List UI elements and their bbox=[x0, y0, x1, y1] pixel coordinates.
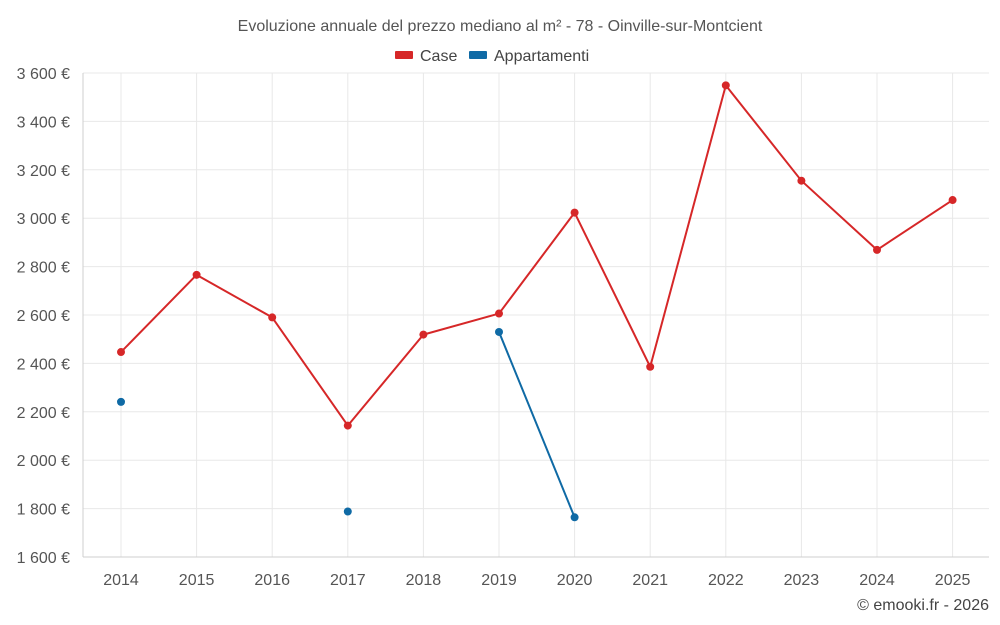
x-tick-label: 2016 bbox=[254, 572, 290, 589]
data-point-appartamenti-2014[interactable] bbox=[117, 397, 125, 406]
x-tick-label: 2019 bbox=[481, 572, 517, 589]
y-tick-label: 1 800 € bbox=[17, 502, 70, 519]
x-tick-label: 2014 bbox=[103, 572, 139, 589]
series-line-segment bbox=[498, 330, 576, 519]
data-point-case-2025[interactable] bbox=[948, 196, 957, 205]
series-appartamenti bbox=[117, 327, 579, 522]
data-point-case-2018[interactable] bbox=[419, 330, 428, 339]
y-tick-label: 2 000 € bbox=[17, 453, 70, 470]
series-case bbox=[117, 81, 957, 430]
y-tick-label: 2 200 € bbox=[17, 405, 70, 422]
data-point-appartamenti-2020[interactable] bbox=[570, 513, 579, 522]
chart-title: Evoluzione annuale del prezzo mediano al… bbox=[238, 18, 763, 35]
y-tick-label: 3 000 € bbox=[17, 211, 70, 228]
x-tick-label: 2020 bbox=[557, 572, 593, 589]
series bbox=[117, 81, 957, 522]
legend-item-case[interactable]: Case bbox=[395, 48, 457, 65]
legend: Case Appartamenti bbox=[395, 48, 589, 65]
y-tick-label: 1 600 € bbox=[17, 550, 70, 567]
x-tick-label: 2015 bbox=[179, 572, 215, 589]
series-line-segment bbox=[498, 211, 576, 315]
legend-swatch-appartamenti bbox=[469, 51, 487, 59]
data-point-case-2021[interactable] bbox=[646, 362, 655, 371]
data-point-case-2024[interactable] bbox=[873, 245, 881, 254]
x-tick-label: 2025 bbox=[935, 572, 971, 589]
x-tick-label: 2018 bbox=[406, 572, 442, 589]
series-line-segment bbox=[422, 312, 500, 336]
data-point-appartamenti-2017[interactable] bbox=[343, 507, 352, 516]
y-tick-label: 3 400 € bbox=[17, 114, 70, 131]
series-line-segment bbox=[271, 316, 349, 427]
legend-item-appartamenti[interactable]: Appartamenti bbox=[469, 48, 589, 65]
legend-swatch-case bbox=[395, 51, 413, 59]
axes: 1 600 € 1 800 € 2 000 € 2 200 € 2 400 € 2 600… bbox=[17, 66, 989, 589]
legend-label-appartamenti: Appartamenti bbox=[494, 48, 589, 65]
x-tick-label: 2017 bbox=[330, 572, 366, 589]
x-tick-label: 2022 bbox=[708, 572, 744, 589]
grid bbox=[83, 72, 989, 558]
data-point-case-2014[interactable] bbox=[117, 348, 125, 357]
y-tick-label: 2 400 € bbox=[17, 356, 70, 373]
series-line-segment bbox=[120, 273, 198, 354]
credit-text: © emooki.fr - 2026 bbox=[857, 597, 989, 614]
legend-label-case: Case bbox=[420, 48, 457, 65]
series-line-segment bbox=[573, 211, 652, 368]
x-tick-label: 2023 bbox=[784, 572, 820, 589]
series-line-segment bbox=[724, 84, 803, 182]
y-tick-label: 2 800 € bbox=[17, 260, 70, 277]
series-line-segment bbox=[195, 273, 274, 319]
x-tick-label: 2021 bbox=[632, 572, 668, 589]
data-point-case-2019[interactable] bbox=[495, 309, 503, 318]
y-tick-label: 2 600 € bbox=[17, 308, 70, 325]
data-point-case-2023[interactable] bbox=[797, 176, 806, 185]
series-line-segment bbox=[876, 199, 954, 251]
series-line-segment bbox=[800, 179, 878, 251]
data-point-case-2022[interactable] bbox=[721, 81, 730, 90]
x-tick-label: 2024 bbox=[859, 572, 895, 589]
data-point-case-2017[interactable] bbox=[343, 421, 352, 430]
data-point-appartamenti-2019[interactable] bbox=[495, 327, 503, 336]
data-point-case-2016[interactable] bbox=[268, 313, 277, 322]
data-point-case-2020[interactable] bbox=[570, 208, 579, 217]
data-point-case-2015[interactable] bbox=[192, 270, 201, 279]
series-line-segment bbox=[649, 84, 727, 368]
y-tick-label: 3 600 € bbox=[17, 66, 70, 83]
y-tick-label: 3 200 € bbox=[17, 163, 70, 180]
series-line-segment bbox=[346, 333, 425, 427]
